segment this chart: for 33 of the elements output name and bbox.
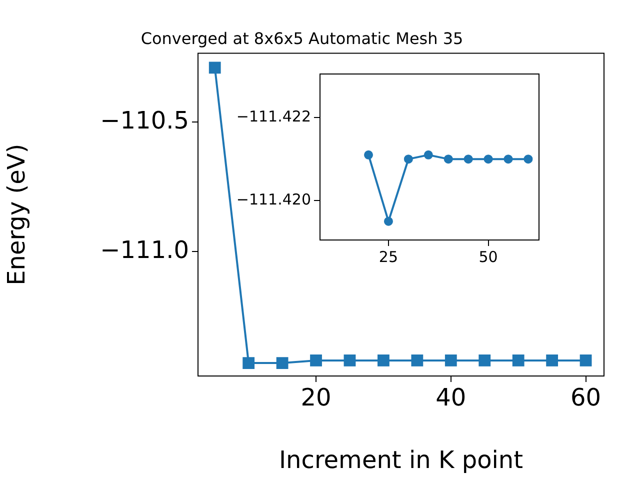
point: [276, 357, 288, 369]
point: [484, 154, 493, 164]
point: [384, 216, 393, 226]
point: [242, 357, 255, 369]
chart-title: Converged at 8x6x5 Automatic Mesh 35: [140, 28, 464, 48]
y-tick-label: −111.0: [100, 236, 189, 264]
x-tick-label: 60: [570, 384, 602, 412]
point: [411, 354, 424, 366]
point: [364, 150, 374, 160]
y-axis-title: Energy (eV): [2, 144, 31, 286]
point: [208, 62, 221, 74]
point: [424, 150, 433, 160]
point: [404, 154, 413, 164]
point: [444, 354, 457, 366]
point: [512, 354, 524, 366]
point: [580, 354, 592, 366]
point: [444, 154, 453, 164]
x-axis-title: Increment in K point: [278, 446, 524, 474]
point: [524, 154, 533, 164]
point: [344, 354, 356, 366]
point: [504, 154, 513, 164]
x-tick-label: 25: [378, 248, 398, 266]
y-tick-label: −111.422: [236, 107, 311, 126]
point: [464, 154, 473, 164]
x-tick-label: 40: [436, 384, 466, 412]
y-tick-label: −110.5: [100, 106, 189, 134]
x-tick-label: 20: [300, 384, 332, 412]
point: [378, 354, 390, 366]
y-tick-label: −111.420: [236, 190, 311, 208]
point: [310, 354, 322, 366]
x-tick-label: 50: [478, 248, 498, 266]
point: [546, 354, 558, 366]
point: [478, 354, 491, 366]
